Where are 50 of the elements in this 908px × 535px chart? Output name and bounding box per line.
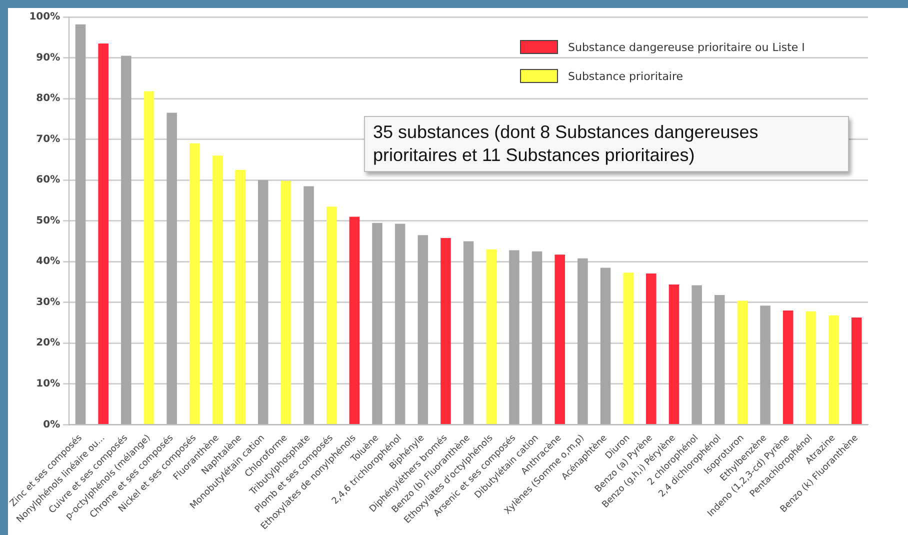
bar [737, 300, 748, 424]
legend-label: Substance dangereuse prioritaire ou Liste I [568, 40, 805, 54]
bar [600, 268, 611, 424]
bar [75, 24, 86, 424]
bar [623, 272, 634, 424]
y-tick-label: 50% [36, 215, 60, 226]
bar [166, 112, 177, 424]
y-tick-label: 30% [36, 296, 60, 308]
y-tick-label: 20% [36, 338, 60, 349]
y-tick-label: 90% [36, 52, 60, 64]
bar [486, 249, 497, 424]
y-tick-label: 0% [43, 419, 60, 430]
bar [532, 251, 542, 424]
bar [372, 222, 382, 424]
bar [554, 254, 565, 424]
bar [828, 315, 839, 424]
text-box: 35 substances (dont 8 Substances dangereuses prioritaires et 11 Substances prioritaires) [364, 116, 849, 172]
y-tick-label: 40% [36, 256, 60, 268]
bar [578, 258, 588, 424]
bar [509, 250, 520, 424]
bar [782, 310, 794, 424]
bar [280, 180, 292, 424]
y-tick-label: 10% [36, 378, 60, 390]
bar [646, 273, 656, 424]
bar [235, 170, 246, 424]
bar [760, 306, 770, 424]
bar [463, 241, 474, 424]
y-tick-label: 60% [36, 174, 60, 186]
bar [851, 317, 862, 424]
bar [190, 143, 200, 424]
bar [121, 56, 132, 424]
bar [258, 180, 268, 424]
bar [212, 156, 223, 424]
bar [418, 235, 428, 424]
bar [349, 216, 360, 424]
bar [668, 284, 680, 424]
bar [440, 238, 451, 424]
bar [394, 224, 406, 424]
y-tick-label: 100% [29, 12, 60, 23]
legend-label: Substance prioritaire [568, 70, 684, 82]
bar [806, 311, 816, 424]
bar [326, 206, 337, 424]
bar [144, 91, 154, 424]
y-tick-label: 80% [36, 93, 60, 104]
bar [692, 285, 702, 424]
annotation: 35 substances (dont 8 Substances dangereuses prioritaires et 11 Substances prioritaires) [373, 121, 760, 167]
bar [98, 44, 108, 424]
y-tick-label: 70% [36, 134, 60, 145]
bar [714, 295, 725, 424]
bar [304, 186, 314, 424]
